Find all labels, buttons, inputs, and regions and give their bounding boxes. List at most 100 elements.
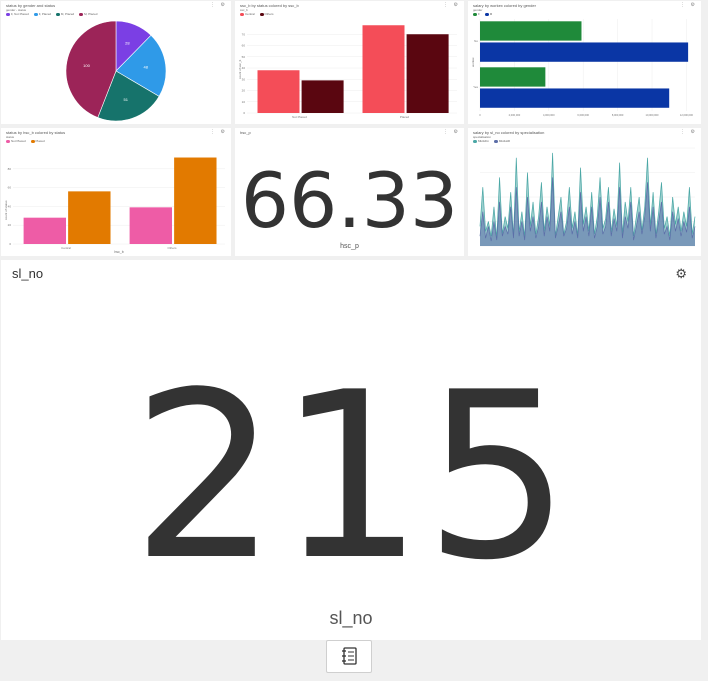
legend-title: gender - status: [6, 8, 27, 12]
pie-slice: [97, 70, 160, 122]
bar: [129, 207, 172, 244]
notebook-button[interactable]: [326, 640, 372, 673]
bar: [23, 217, 67, 244]
x-tick-label: Central: [61, 246, 71, 250]
chart-card-status-by-gender: status by gender and status ⋮ ⚙ gender -…: [1, 1, 231, 124]
chart-legend: status Not Placed Placed: [6, 135, 49, 143]
card-menu-icon[interactable]: ⋮ ⚙: [680, 129, 697, 135]
x-tick-label: Not Placed: [292, 115, 307, 119]
pie-slice: [115, 34, 167, 97]
bar: [257, 70, 300, 113]
bar: [301, 80, 344, 113]
legend-item: M, Placed: [84, 12, 98, 16]
legend-title: gender: [473, 8, 483, 12]
series-line: [479, 152, 696, 239]
series-line: [479, 177, 696, 242]
horizontal-bar-chart: 0 2,000,000 4,000,000 6,000,000 8,000,000 10,…: [473, 19, 693, 117]
y-tick-label: 60: [242, 44, 246, 48]
card-title: hsc_p: [240, 130, 251, 135]
x-tick-label: Others: [167, 246, 177, 250]
chart-card-salary-by-workex: salary by workex colored by gender ⋮ ⚙ g…: [468, 1, 701, 124]
slice-label: 51: [124, 97, 129, 102]
legend-item: Placed: [35, 139, 45, 143]
y-tick-label: 50: [242, 55, 246, 59]
bar: [174, 157, 217, 244]
x-tick-label: 0: [479, 113, 481, 117]
card-menu-icon[interactable]: ⋮ ⚙: [680, 2, 697, 8]
area-chart: [479, 147, 696, 247]
chart-card-salary-by-sl-no: salary by sl_no colored by specialisatio…: [468, 128, 701, 256]
card-title: ssc_b by status colored by ssc_b: [240, 3, 299, 8]
card-title: sl_no: [12, 266, 44, 281]
legend-title: status: [6, 135, 15, 139]
chart-card-status-by-hsc-b: status by hsc_b colored by status ⋮ ⚙ st…: [1, 128, 231, 256]
legend-item: F, Placed: [38, 12, 52, 16]
notebook-icon: [342, 647, 357, 665]
bar: [480, 42, 689, 62]
legend-item: Central: [245, 12, 255, 16]
legend-item: Not Placed: [11, 139, 26, 143]
bar: [480, 21, 582, 41]
card-menu-icon[interactable]: ⋮ ⚙: [210, 129, 227, 135]
card-title: status by gender and status: [6, 3, 56, 8]
pie-slice: [65, 20, 117, 118]
legend-item: Mkt&HR: [498, 139, 511, 143]
y-tick-label: 10: [242, 100, 246, 104]
y-tick-label: 20: [242, 89, 246, 93]
chart-legend: ssc_b Central Others: [240, 8, 278, 16]
chart-legend: gender - status F, Not Placed F, Placed …: [6, 8, 101, 16]
y-tick-label: 20: [8, 223, 12, 227]
slice-label: 100: [83, 63, 90, 68]
bar-chart: 0 10 20 30 40 50 60 70 Not Placed Placed: [242, 25, 457, 119]
kpi-label: hsc_p: [340, 243, 359, 250]
legend-item: Others: [264, 12, 274, 16]
y-tick-label: 0: [9, 242, 11, 246]
legend-title: ssc_b: [240, 8, 248, 12]
card-menu-icon[interactable]: ⋮ ⚙: [443, 2, 460, 8]
gear-icon[interactable]: ⚙: [675, 266, 687, 281]
slice-label: 48: [144, 65, 149, 70]
kpi-card-sl-no: sl_no ⚙ 215 sl_no: [1, 260, 701, 640]
y-tick-label: 60: [8, 186, 12, 190]
x-tick-label: 10,000,000: [646, 113, 660, 117]
x-tick-label: 4,000,000: [543, 113, 555, 117]
kpi-value: 66.33: [240, 156, 459, 245]
y-tick-label: 70: [242, 32, 246, 36]
legend-item: M, Placed: [60, 12, 75, 16]
y-tick-label: 0: [243, 111, 245, 115]
y-tick-label: 40: [242, 66, 246, 70]
kpi-value: 215: [131, 344, 571, 611]
bar: [362, 25, 405, 113]
x-tick-label: Placed: [400, 115, 410, 119]
x-tick-label: 6,000,000: [577, 113, 589, 117]
chart-legend: specialisation Mkt&Fin Mkt&HR: [473, 135, 514, 143]
kpi-label: sl_no: [329, 608, 373, 628]
x-axis-label: hsc_b: [114, 250, 123, 254]
pie-chart: 28 48 51 100: [65, 20, 167, 122]
legend-item: Mkt&Fin: [478, 139, 490, 143]
kpi-card-hsc-p: hsc_p ⋮ ⚙ 66.33 hsc_p: [235, 128, 464, 256]
bar: [480, 67, 546, 87]
x-tick-label: 8,000,000: [612, 113, 624, 117]
card-title: status by hsc_b colored by status: [6, 130, 66, 135]
legend-item: F, Not Placed: [11, 12, 29, 16]
card-menu-icon[interactable]: ⋮ ⚙: [443, 129, 460, 135]
card-title: salary by sl_no colored by specialisatio…: [473, 130, 545, 135]
y-tick-label: 80: [8, 167, 12, 171]
card-title: salary by workex colored by gender: [473, 3, 536, 8]
bar: [68, 191, 111, 244]
legend-item: M: [489, 12, 493, 16]
legend-item: F: [478, 12, 480, 16]
chart-legend: gender F M: [473, 8, 496, 16]
y-tick-label: 40: [8, 204, 12, 208]
legend-title: specialisation: [473, 135, 492, 139]
y-tick-label: 30: [242, 77, 246, 81]
slice-label: 28: [125, 41, 130, 46]
card-menu-icon[interactable]: ⋮ ⚙: [210, 2, 227, 8]
bar-chart: 0 20 40 60 80 Central Others hsc_b: [8, 157, 225, 254]
bar: [406, 34, 449, 113]
y-tick-label: Yes: [473, 85, 478, 89]
chart-card-ssc-b-by-status: ssc_b by status colored by ssc_b ⋮ ⚙ ssc…: [235, 1, 464, 124]
y-tick-label: No: [474, 39, 478, 43]
x-tick-label: 2,000,000: [509, 113, 521, 117]
